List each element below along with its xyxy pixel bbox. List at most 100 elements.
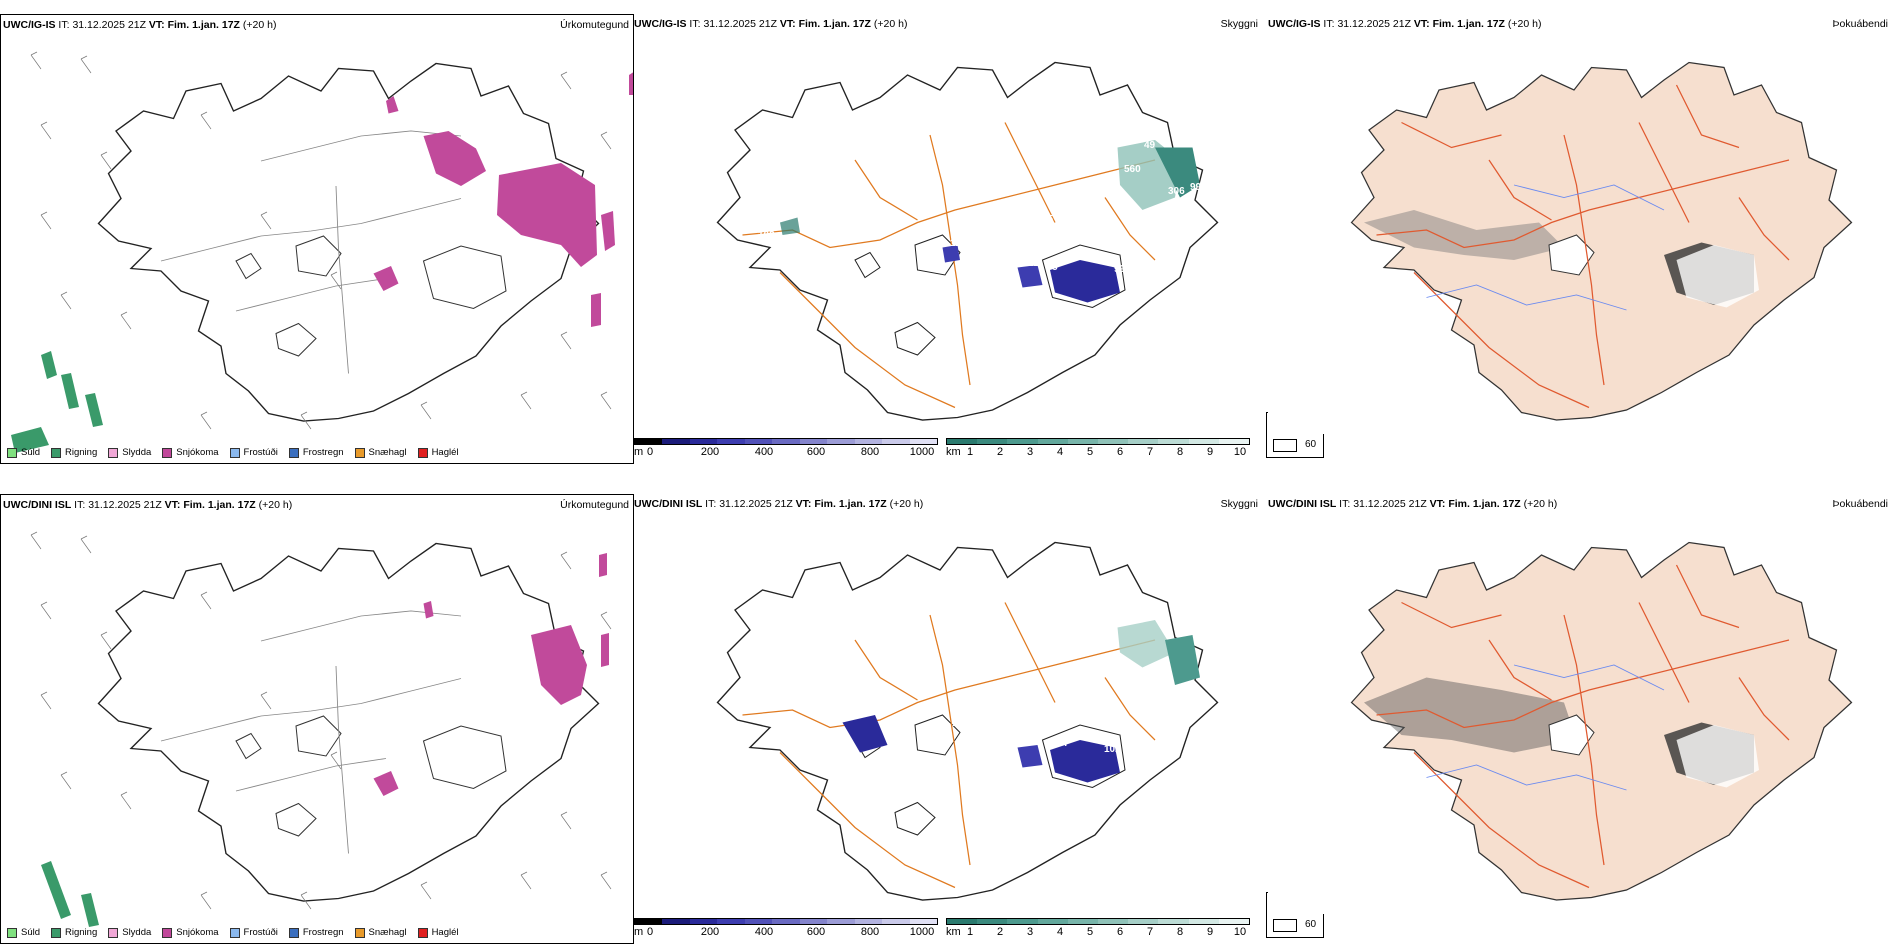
cloud-label: 15 <box>1042 214 1054 225</box>
legend-item-snaehagl: Snæhagl <box>354 927 407 938</box>
legend-swatch-white <box>1273 439 1297 452</box>
visibility-legend-low: 60 <box>1305 919 1317 930</box>
cloud-panel-row1: UWC/IG-IS IT: 31.12.2025 21Z VT: Fim. 1.… <box>634 14 1266 464</box>
depth-unit: m <box>634 446 644 458</box>
precip-type-panel-row1: UWC/IG-IS IT: 31.12.2025 21Z VT: Fim. 1.… <box>0 14 634 464</box>
cloud-tick: 7 <box>1146 926 1154 938</box>
cloud-tick: 9 <box>1206 446 1214 458</box>
cloud-title: Skyggni <box>1220 18 1258 30</box>
legend-item-sudl: Súld <box>7 927 40 938</box>
cloud-label: 38 <box>1144 612 1156 623</box>
cloud-map <box>716 61 1219 421</box>
cloud-label: 12 <box>900 720 912 731</box>
legend-swatch <box>51 447 62 458</box>
cloud-panel-row2: UWC/DINI ISL IT: 31.12.2025 21Z VT: Fim.… <box>634 494 1266 944</box>
fog-map <box>1350 61 1853 421</box>
precip-type-legend: Súld Rigning Slydda Snjókoma Frostúði Fr… <box>7 927 459 938</box>
cloud-tick: 8 <box>1176 926 1184 938</box>
fog-panel-row1: UWC/IG-IS IT: 31.12.2025 21Z VT: Fim. 1.… <box>1268 14 1900 434</box>
depth-unit: m <box>634 926 644 938</box>
panel-title: UWC/IG-IS IT: 31.12.2025 21Z VT: Fim. 1.… <box>3 19 277 31</box>
cloud-label: 560 <box>1124 164 1141 175</box>
cloud-tick: 9 <box>1206 926 1214 938</box>
depth-tick: 0 <box>646 926 654 938</box>
cloud-label: 71 <box>780 664 792 675</box>
legend-swatch <box>7 927 17 938</box>
cloud-label: 102 <box>1104 744 1121 755</box>
cloud-title: Skyggni <box>1220 498 1258 510</box>
cloud-tick: 2 <box>996 926 1004 938</box>
legend-swatch-white <box>1273 919 1297 932</box>
legend-swatch <box>108 927 119 938</box>
cloud-tick: 1 <box>966 446 974 458</box>
depth-tick: 800 <box>860 446 880 458</box>
legend-swatch <box>7 447 17 458</box>
legend-swatch <box>162 927 173 938</box>
cloud-label: 71 <box>1028 734 1040 745</box>
cloud-label: 67 <box>1058 738 1070 749</box>
fog-map <box>1350 541 1853 901</box>
depth-colorbar-swatches <box>634 438 938 445</box>
cloud-label: 11 <box>1028 258 1039 269</box>
depth-tick: 1000 <box>909 926 935 938</box>
legend-item-rigning: Rigning <box>51 927 97 938</box>
fog-panel-title: UWC/IG-IS IT: 31.12.2025 21Z VT: Fim. 1.… <box>1268 18 1542 30</box>
legend-item-frostudi: Frostúði <box>229 927 278 938</box>
cloud-tick: 10 <box>1233 446 1247 458</box>
cloud-tick: 8 <box>1176 446 1184 458</box>
depth-tick: 400 <box>754 926 774 938</box>
cloud-unit: km <box>946 926 961 938</box>
depth-tick: 200 <box>700 926 720 938</box>
legend-swatch <box>354 447 365 458</box>
depth-tick: 800 <box>860 926 880 938</box>
visibility-legend-low: 60 <box>1305 439 1317 450</box>
cloud-tick: 6 <box>1116 926 1124 938</box>
legend-swatch <box>354 927 365 938</box>
legend-item-frostregn: Frostregn <box>288 927 344 938</box>
depth-tick: 1000 <box>909 446 935 458</box>
cloud-tick: 4 <box>1056 446 1064 458</box>
legend-item-sudl: Súld <box>7 447 40 458</box>
cloud-tick: 5 <box>1086 926 1094 938</box>
cloud-label: 11 <box>952 718 963 729</box>
legend-swatch <box>288 447 299 458</box>
cloud-label: 102 <box>758 230 775 241</box>
depth-tick: 400 <box>754 446 774 458</box>
depth-tick: 200 <box>700 446 720 458</box>
depth-tick: 600 <box>806 446 826 458</box>
fog-panel-title: UWC/DINI ISL IT: 31.12.2025 21Z VT: Fim.… <box>1268 498 1558 510</box>
cloud-tick: 1 <box>966 926 974 938</box>
legend-swatch <box>417 927 428 938</box>
panel-title: UWC/DINI ISL IT: 31.12.2025 21Z VT: Fim.… <box>3 499 293 511</box>
precip-type-map <box>30 531 612 927</box>
cloud-panel-title: UWC/IG-IS IT: 31.12.2025 21Z VT: Fim. 1.… <box>634 18 908 30</box>
cloud-colorbar-swatches <box>946 438 1250 445</box>
legend-item-frostregn: Frostregn <box>288 447 344 458</box>
depth-colorbar-swatches <box>634 918 938 925</box>
legend-swatch <box>229 447 240 458</box>
precip-type-legend: Súld Rigning Slydda Snjókoma Frostúði Fr… <box>7 447 459 458</box>
legend-item-rigning: Rigning <box>51 447 97 458</box>
precip-type-title: Úrkomutegund <box>560 19 629 31</box>
legend-item-snaehagl: Snæhagl <box>354 447 407 458</box>
legend-item-hagel: Haglél <box>417 927 459 938</box>
cloud-tick: 6 <box>1116 446 1124 458</box>
legend-item-hagel: Haglél <box>417 447 459 458</box>
legend-swatch <box>288 927 299 938</box>
legend-swatch <box>51 927 62 938</box>
cloud-tick: 10 <box>1233 926 1247 938</box>
cloud-label: 997 <box>1190 182 1207 193</box>
cloud-tick: 2 <box>996 446 1004 458</box>
legend-swatch <box>417 447 428 458</box>
cloud-value-labels: 49 560 997 306 102 15 114 11 8 99 <box>634 14 1266 424</box>
fog-panel-row2: UWC/DINI ISL IT: 31.12.2025 21Z VT: Fim.… <box>1268 494 1900 914</box>
precip-type-title: Úrkomutegund <box>560 499 629 511</box>
cloud-tick: 3 <box>1026 446 1034 458</box>
legend-item-slydda: Slydda <box>108 447 151 458</box>
cloud-tick: 4 <box>1056 926 1064 938</box>
depth-tick: 600 <box>806 926 826 938</box>
precip-type-panel-row2: UWC/DINI ISL IT: 31.12.2025 21Z VT: Fim.… <box>0 494 634 944</box>
cloud-label: 306 <box>1168 186 1185 197</box>
cloud-tick: 3 <box>1026 926 1034 938</box>
cloud-colorbar-swatches <box>946 918 1250 925</box>
